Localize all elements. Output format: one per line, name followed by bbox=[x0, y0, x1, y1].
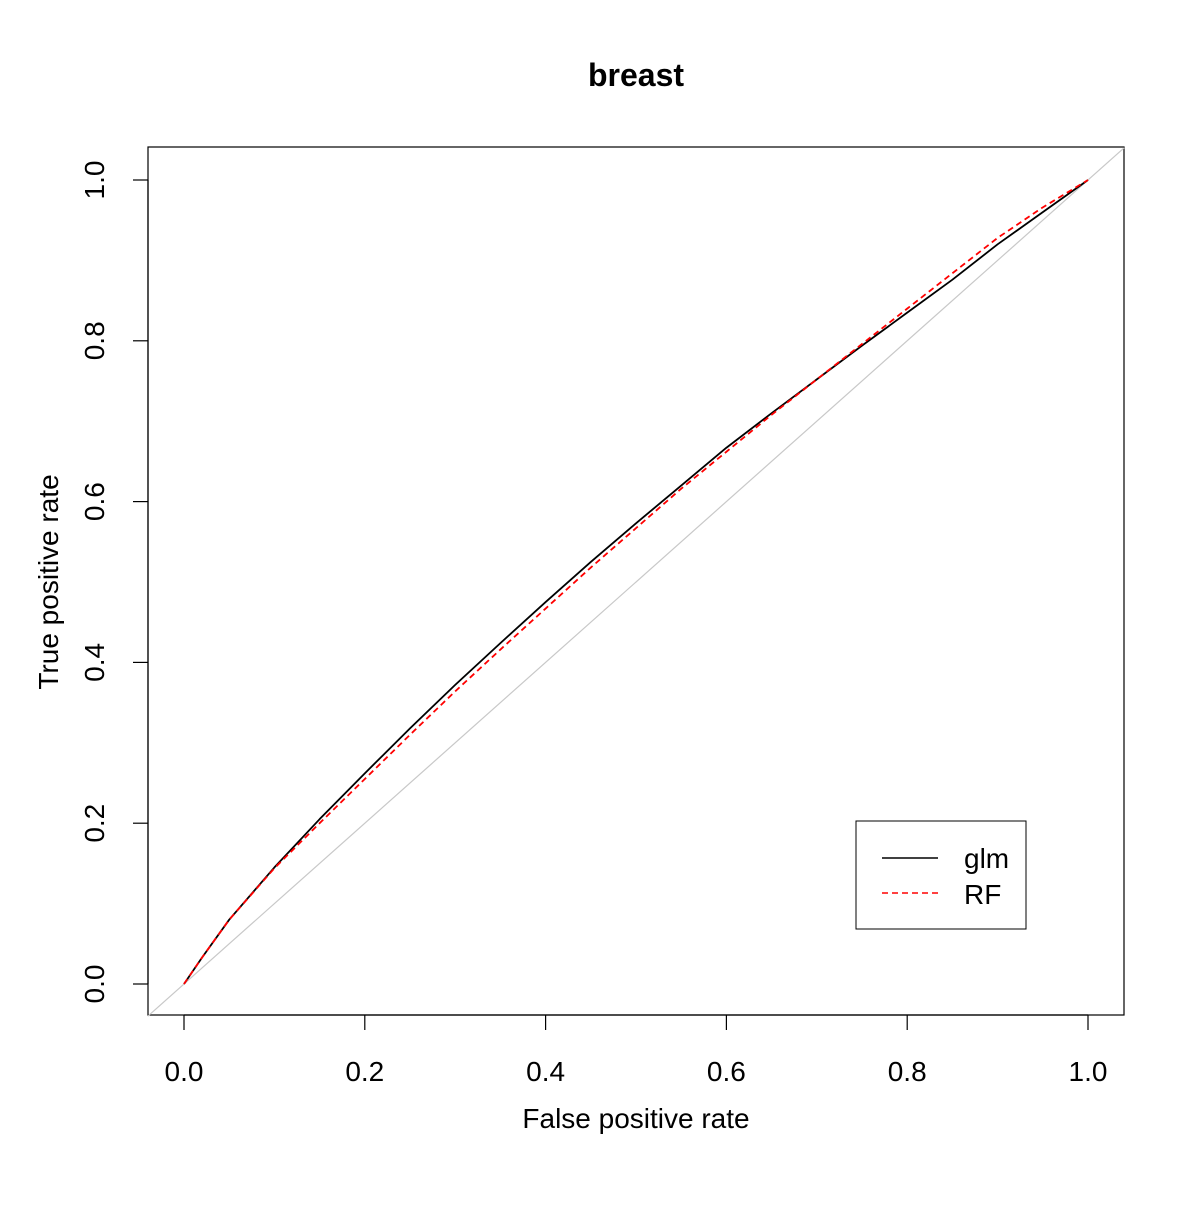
legend: glm RF bbox=[855, 820, 1027, 930]
legend-box bbox=[855, 820, 1027, 930]
x-tick-label: 1.0 bbox=[1069, 1056, 1108, 1087]
y-tick-label: 1.0 bbox=[79, 161, 110, 200]
x-tick-label: 0.8 bbox=[888, 1056, 927, 1087]
x-tick-label: 0.0 bbox=[165, 1056, 204, 1087]
series-layer bbox=[183, 179, 1089, 985]
y-tick-label: 0.6 bbox=[79, 482, 110, 521]
y-tick-label: 0.2 bbox=[79, 804, 110, 843]
diagonal-reference-line bbox=[147, 147, 1125, 1017]
y-tick-label: 0.4 bbox=[79, 643, 110, 682]
reference-line-layer bbox=[147, 147, 1125, 1017]
x-tick-label: 0.2 bbox=[345, 1056, 384, 1087]
y-axis: 0.0 0.2 0.4 0.6 0.8 1.0 bbox=[79, 161, 149, 1004]
x-axis: 0.0 0.2 0.4 0.6 0.8 1.0 bbox=[165, 1014, 1108, 1087]
y-tick-label: 0.8 bbox=[79, 321, 110, 360]
legend-label-glm: glm bbox=[964, 843, 1009, 874]
x-tick-label: 0.6 bbox=[707, 1056, 746, 1087]
y-tick-label: 0.0 bbox=[79, 965, 110, 1004]
legend-label-rf: RF bbox=[964, 879, 1001, 910]
x-tick-label: 0.4 bbox=[526, 1056, 565, 1087]
series-line-rf bbox=[183, 179, 1089, 985]
y-axis-label: True positive rate bbox=[33, 474, 64, 689]
x-axis-label: False positive rate bbox=[522, 1103, 749, 1134]
chart-title: breast bbox=[588, 57, 684, 93]
series-line-glm bbox=[183, 179, 1089, 985]
